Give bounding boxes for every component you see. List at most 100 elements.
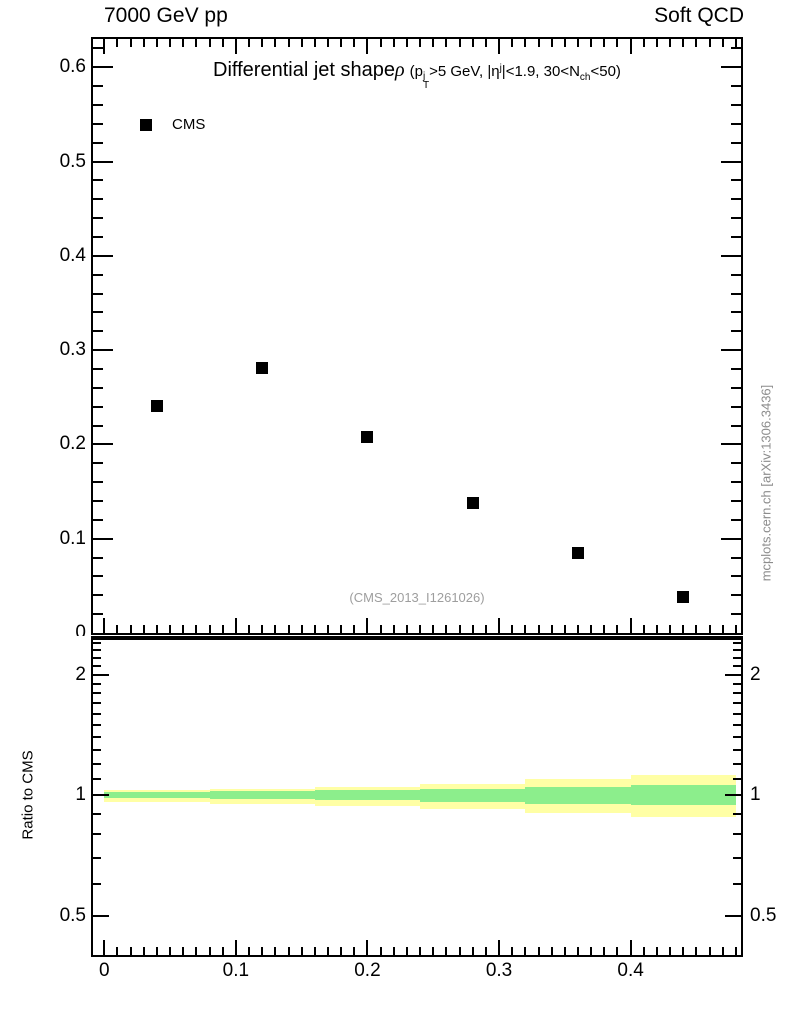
axis-tick	[208, 625, 211, 633]
axis-tick	[733, 723, 741, 726]
axis-tick	[734, 947, 737, 955]
axis-tick	[208, 947, 211, 955]
axis-tick	[93, 556, 103, 559]
axis-tick	[142, 625, 145, 633]
axis-tick	[142, 39, 145, 47]
axis-tick	[221, 39, 224, 47]
axis-tick	[93, 794, 109, 797]
axis-tick	[142, 947, 145, 955]
axis-tick	[725, 915, 741, 918]
axis-tick	[731, 575, 741, 578]
axis-tick	[195, 625, 198, 633]
analysis-id-watermark: (CMS_2013_I1261026)	[349, 590, 485, 605]
plot-title-text: Differential jet shape	[213, 59, 396, 81]
axis-tick	[484, 947, 487, 955]
axis-tick	[93, 613, 103, 616]
axis-tick	[93, 777, 101, 780]
data-point-marker	[256, 362, 269, 375]
axis-tick	[590, 625, 593, 633]
x-tick-label: 0.1	[222, 960, 250, 981]
axis-tick	[93, 122, 103, 125]
uncertainty-band-inner	[420, 788, 526, 803]
axis-tick	[471, 947, 474, 955]
axis-tick	[195, 39, 198, 47]
axis-tick	[287, 625, 290, 633]
axis-tick	[93, 883, 101, 886]
axis-tick	[511, 625, 514, 633]
axis-tick	[721, 947, 724, 955]
x-tick-label: 0.4	[617, 960, 644, 981]
axis-tick	[93, 518, 103, 521]
axis-tick	[379, 625, 382, 633]
axis-tick	[300, 625, 303, 633]
axis-tick	[432, 39, 435, 47]
axis-tick	[731, 292, 741, 295]
axis-tick	[116, 625, 119, 633]
axis-tick	[642, 947, 645, 955]
axis-tick	[93, 330, 103, 333]
ratio-section: Ratio to CMS 0.5 0.5 1 1 2 2 0 0.1 0.2 0.3 0.4	[0, 636, 786, 1024]
axis-tick	[733, 712, 741, 715]
axis-tick	[274, 947, 277, 955]
axis-tick	[274, 625, 277, 633]
axis-tick	[326, 947, 329, 955]
axis-tick	[93, 254, 113, 257]
axis-tick	[721, 39, 724, 47]
axis-tick	[616, 947, 619, 955]
axis-tick	[93, 198, 103, 201]
legend-marker-filled-square	[140, 119, 152, 131]
axis-tick	[655, 39, 658, 47]
axis-tick	[537, 625, 540, 633]
axis-tick	[537, 947, 540, 955]
y-tick-label: 0	[75, 622, 86, 643]
axis-tick	[353, 947, 356, 955]
axis-tick	[93, 66, 113, 69]
axis-tick	[182, 947, 185, 955]
axis-tick	[563, 625, 566, 633]
axis-tick	[733, 812, 741, 815]
axis-tick	[669, 947, 672, 955]
axis-tick	[93, 712, 101, 715]
axis-tick	[313, 625, 316, 633]
title-cut-2: |<1.9, 30<N	[501, 63, 580, 80]
axis-tick	[550, 39, 553, 47]
axis-tick	[731, 104, 741, 106]
data-point-marker	[466, 496, 479, 509]
axis-tick	[498, 618, 501, 633]
axis-tick	[93, 236, 103, 238]
axis-tick	[93, 273, 103, 276]
y-tick-label: 0.5	[59, 150, 86, 172]
axis-tick	[734, 625, 737, 633]
axis-tick	[655, 947, 658, 955]
axis-tick	[576, 39, 579, 47]
axis-tick	[603, 39, 606, 47]
axis-tick	[721, 443, 741, 446]
axis-tick	[550, 947, 553, 955]
axis-tick	[471, 625, 474, 633]
axis-tick	[484, 625, 487, 633]
axis-tick	[93, 682, 101, 685]
axis-tick	[695, 625, 698, 633]
axis-tick	[405, 947, 408, 955]
axis-tick	[733, 777, 741, 780]
axis-tick	[682, 39, 685, 47]
process-group-label: Soft QCD	[654, 4, 744, 27]
ratio-y-tick-label-left: 2	[75, 663, 86, 685]
axis-tick	[93, 462, 103, 465]
axis-tick	[731, 122, 741, 125]
axis-tick	[155, 947, 158, 955]
axis-tick	[248, 947, 251, 955]
axis-tick	[731, 405, 741, 408]
axis-tick	[287, 947, 290, 955]
axis-tick	[471, 39, 474, 47]
eta-superscript: j	[499, 63, 502, 74]
axis-tick	[731, 85, 741, 88]
axis-tick	[419, 947, 422, 955]
axis-tick	[392, 947, 395, 955]
axis-tick	[603, 947, 606, 955]
axis-tick	[261, 39, 264, 47]
axis-tick	[93, 405, 103, 408]
axis-tick	[234, 618, 237, 633]
axis-tick	[182, 39, 185, 47]
mcplots-watermark: mcplots.cern.ch [arXiv:1306.3436]	[758, 384, 774, 582]
